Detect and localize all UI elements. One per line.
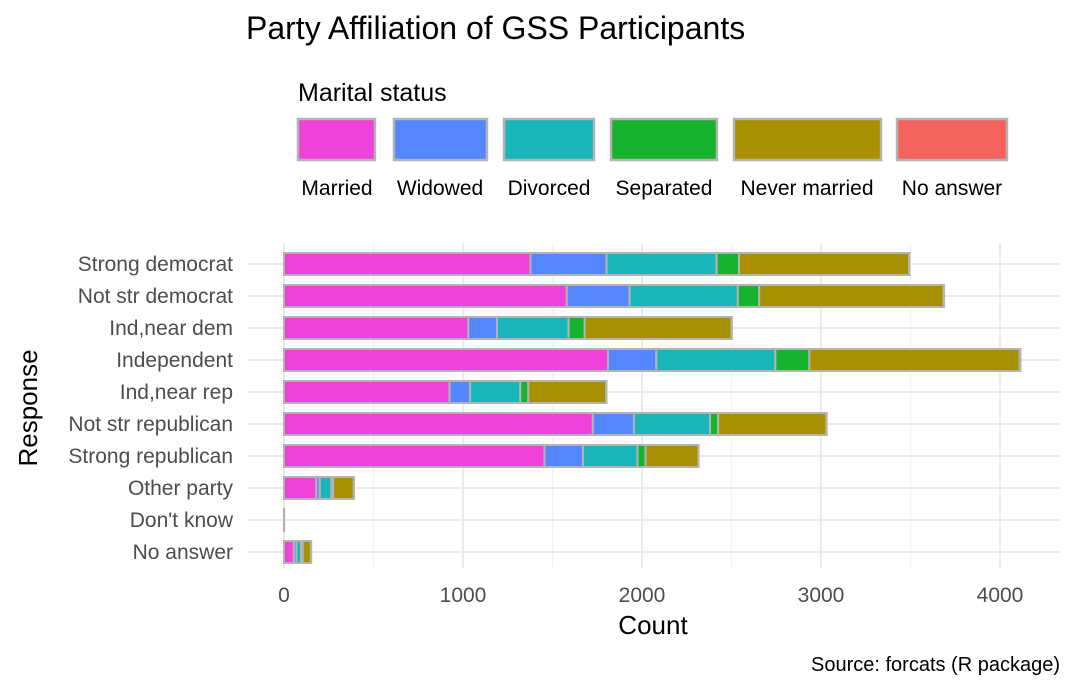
y-axis-ticks: Strong democrat Not str democrat Ind,near … [68,253,233,564]
y-tick-label: Strong democrat [78,253,233,276]
bar-independent-married [283,348,609,372]
bar-ind-near-dem-separated [567,316,586,340]
x-axis-title: Count [618,610,688,640]
bar-independent-divorced [655,348,777,372]
bar-row-not-str-democrat [283,284,946,308]
bar-not-str-republican-never-married [717,412,828,436]
bar-strong-republican-separated [636,444,647,468]
legend-key-separated [609,117,719,162]
legend-label-widowed: Widowed [397,177,483,200]
bar-no-answer-never-married [301,540,312,564]
legend-label-never-married: Never married [740,177,873,200]
x-tick-label: 2000 [619,584,666,607]
bar-strong-republican-widowed [543,444,584,468]
bar-strong-democrat-married [283,252,532,276]
legend-key-no-answer [895,117,1009,162]
bar-not-str-republican-divorced [632,412,712,436]
legend: Married Widowed Divorced Separated Never mar… [296,117,1009,200]
bar-ind-near-rep-never-married [527,380,608,404]
bar-not-str-democrat-widowed [565,284,631,308]
bar-independent-never-married [808,348,1021,372]
bar-other-party-married [283,476,318,500]
bar-other-party-divorced [318,476,333,500]
bar-row-ind-near-rep [283,380,608,404]
chart-title: Party Affiliation of GSS Participants [246,10,745,46]
y-tick-label: Independent [116,349,233,372]
y-tick-label: Other party [128,477,234,500]
bar-strong-republican-divorced [581,444,639,468]
y-tick-label: Don't know [130,509,234,532]
bar-ind-near-dem-never-married [583,316,733,340]
bar-ind-near-rep-married [283,380,451,404]
legend-title: Marital status [298,79,447,107]
bar-strong-democrat-separated [715,252,741,276]
y-tick-label: Ind,near rep [120,381,233,404]
y-axis-title: Response [13,349,43,466]
bar-not-str-democrat-no-answer [942,284,946,308]
x-tick-label: 4000 [977,584,1024,607]
bar-not-str-democrat-never-married [758,284,945,308]
legend-key-divorced [502,117,596,162]
legend-key-never-married [732,117,883,162]
bar-ind-near-rep-widowed [448,380,472,404]
y-tick-label: Not str republican [68,413,233,436]
bars [283,252,1022,564]
bar-row-strong-republican [283,444,700,468]
bar-row-independent [283,348,1022,372]
bar-not-str-republican-separated [709,412,720,436]
bar-other-party-never-married [332,476,355,500]
bar-ind-near-dem-married [283,316,470,340]
legend-label-no-answer: No answer [902,177,1002,200]
bar-strong-democrat-widowed [529,252,608,276]
bar-row-other-party [283,476,355,500]
bar-ind-near-rep-separated [519,380,530,404]
x-axis-ticks: 0 1000 2000 3000 4000 [278,584,1023,607]
bar-ind-near-dem-divorced [496,316,570,340]
legend-key-married [296,117,377,162]
bar-row-no-answer [283,540,313,564]
bar-not-str-democrat-married [283,284,568,308]
legend-label-separated: Separated [616,177,713,200]
bar-strong-democrat-never-married [738,252,911,276]
bar-not-str-democrat-separated [736,284,761,308]
y-tick-label: Ind,near dem [109,317,233,340]
bar-no-answer-married [283,540,295,564]
caption: Source: forcats (R package) [811,654,1060,676]
legend-label-married: Married [301,177,372,200]
y-tick-label: Strong republican [68,445,233,468]
bar-independent-no-answer [1018,348,1022,372]
bar-row-strong-democrat [283,252,911,276]
y-tick-label: Not str democrat [78,285,233,308]
bar-independent-widowed [606,348,658,372]
x-tick-label: 1000 [440,584,487,607]
bar-not-str-republican-widowed [591,412,635,436]
legend-key-widowed [392,117,489,162]
bar-strong-republican-married [283,444,546,468]
bar-strong-republican-never-married [644,444,700,468]
bar-not-str-democrat-divorced [628,284,739,308]
bar-row-ind-near-dem [283,316,733,340]
bar-strong-democrat-divorced [605,252,718,276]
y-tick-label: No answer [133,541,233,564]
bar-ind-near-dem-widowed [467,316,499,340]
x-tick-label: 3000 [798,584,845,607]
bar-row-not-str-republican [283,412,828,436]
x-tick-label: 0 [278,584,290,607]
bar-ind-near-rep-divorced [469,380,522,404]
bar-independent-separated [774,348,811,372]
legend-label-divorced: Divorced [508,177,591,200]
bar-not-str-republican-married [283,412,594,436]
